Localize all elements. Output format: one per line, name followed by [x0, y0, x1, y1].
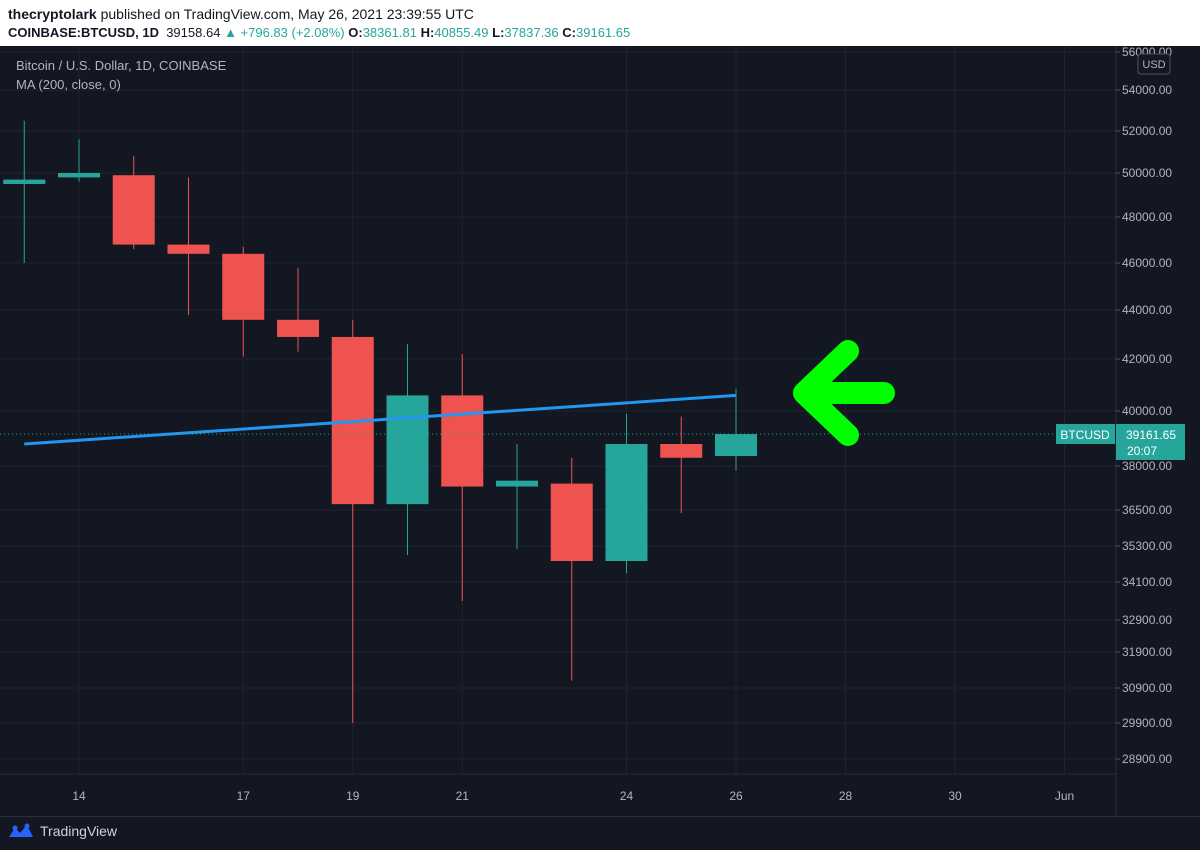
candle [112, 156, 155, 250]
candle-body [441, 395, 484, 487]
candle-body [58, 173, 100, 178]
price-tag: BTCUSD 39161.65 20:07 [1056, 424, 1185, 460]
candle-body [715, 434, 757, 457]
x-tick-label: Jun [1055, 789, 1074, 803]
moving-average [0, 393, 1116, 446]
annotation-arrow [793, 340, 895, 446]
candle-body [112, 175, 155, 245]
close-label: C: [562, 25, 576, 40]
footer: TradingView [0, 816, 1200, 850]
y-tick-label: 46000.00 [1122, 256, 1172, 270]
price-change: ▲ +796.83 (+2.08%) [224, 25, 345, 40]
y-tick-label: 31900.00 [1122, 645, 1172, 659]
candle-body [550, 483, 593, 561]
candle [496, 444, 538, 549]
close-value: 39161.65 [576, 25, 631, 40]
candle-body [167, 244, 210, 254]
y-tick-label: 30900.00 [1122, 681, 1172, 695]
ohlc-summary: COINBASE:BTCUSD, 1D 39158.64 ▲ +796.83 (… [8, 25, 630, 40]
low-value: 37837.36 [504, 25, 559, 40]
x-tick-label: 17 [237, 789, 251, 803]
candle-body [222, 253, 265, 320]
candle-body [496, 480, 538, 487]
published-text: published on TradingView.com, May 26, 20… [100, 6, 474, 22]
tradingview-logo-icon [9, 823, 33, 837]
low-label: L: [492, 25, 505, 40]
y-tick-label: 54000.00 [1122, 83, 1172, 97]
candle [386, 344, 429, 555]
candle-body [660, 444, 703, 458]
candle [222, 246, 265, 357]
price-tag-symbol: BTCUSD [1060, 428, 1110, 442]
open-label: O: [348, 25, 363, 40]
candle [715, 388, 757, 471]
y-tick-label: 44000.00 [1122, 303, 1172, 317]
candle-body [3, 179, 46, 184]
price-tag-price-bg [1116, 424, 1185, 460]
grid [0, 46, 1116, 774]
y-tick-label: 36500.00 [1122, 503, 1172, 517]
brand-label: TradingView [40, 823, 118, 839]
x-tick-label: 26 [729, 789, 743, 803]
ma-line [24, 393, 737, 446]
x-tick-label: 30 [948, 789, 962, 803]
x-tick-label: 19 [346, 789, 360, 803]
candle [550, 457, 593, 681]
y-tick-label: 48000.00 [1122, 210, 1172, 224]
y-tick-label: 42000.00 [1122, 352, 1172, 366]
axes: 56000.0054000.0052000.0050000.0048000.00… [0, 46, 1172, 816]
candle [331, 319, 374, 723]
y-tick-label: 38000.00 [1122, 459, 1172, 473]
tradingview-brand[interactable]: TradingView [8, 823, 117, 839]
candle [167, 177, 210, 315]
publish-info: thecryptolark published on TradingView.c… [8, 6, 474, 22]
x-tick-label: 14 [72, 789, 86, 803]
chart-legend: Bitcoin / U.S. Dollar, 1D, COINBASE MA (… [16, 58, 226, 96]
candlestick-chart[interactable]: 56000.0054000.0052000.0050000.0048000.00… [0, 46, 1200, 816]
currency-badge[interactable]: USD [1137, 53, 1171, 75]
y-tick-label: 34100.00 [1122, 575, 1172, 589]
candle [660, 416, 703, 513]
y-tick-label: 32900.00 [1122, 613, 1172, 627]
author-name[interactable]: thecryptolark [8, 6, 97, 22]
price-tag-symbol-bg [1056, 424, 1115, 444]
candles [3, 120, 757, 723]
chart-area[interactable]: 56000.00 54000.00 52000.00 50000.00 48000.00… [0, 46, 1200, 816]
green-arrow-icon [793, 340, 895, 446]
candle [277, 267, 319, 352]
price-tag-price: 39161.65 [1126, 428, 1176, 442]
symbol-label: COINBASE:BTCUSD, 1D [8, 25, 159, 40]
publish-header: thecryptolark published on TradingView.c… [0, 0, 1200, 46]
y-tick-label: 29900.00 [1122, 716, 1172, 730]
x-tick-label: 21 [456, 789, 470, 803]
price-tag-countdown: 20:07 [1127, 444, 1157, 458]
last-price: 39158.64 [166, 25, 221, 40]
x-tick-label: 28 [839, 789, 853, 803]
currency-label[interactable]: USD [1142, 59, 1165, 71]
symbol-title: Bitcoin / U.S. Dollar, 1D, COINBASE [16, 58, 227, 73]
high-value: 40855.49 [434, 25, 489, 40]
candle [3, 120, 46, 263]
candle-body [605, 444, 648, 561]
candle-body [386, 395, 429, 505]
candle [58, 139, 100, 182]
open-value: 38361.81 [362, 25, 417, 40]
y-tick-label: 40000.00 [1122, 404, 1172, 418]
x-tick-label: 24 [620, 789, 634, 803]
indicator-label[interactable]: MA (200, close, 0) [16, 77, 121, 92]
y-tick-label: 52000.00 [1122, 124, 1172, 138]
y-tick-label: 28900.00 [1122, 752, 1172, 766]
high-label: H: [420, 25, 435, 40]
candle [605, 413, 648, 573]
y-tick-label: 50000.00 [1122, 166, 1172, 180]
candle [441, 354, 484, 601]
y-tick-label: 35300.00 [1122, 539, 1172, 553]
candle-body [277, 319, 319, 337]
